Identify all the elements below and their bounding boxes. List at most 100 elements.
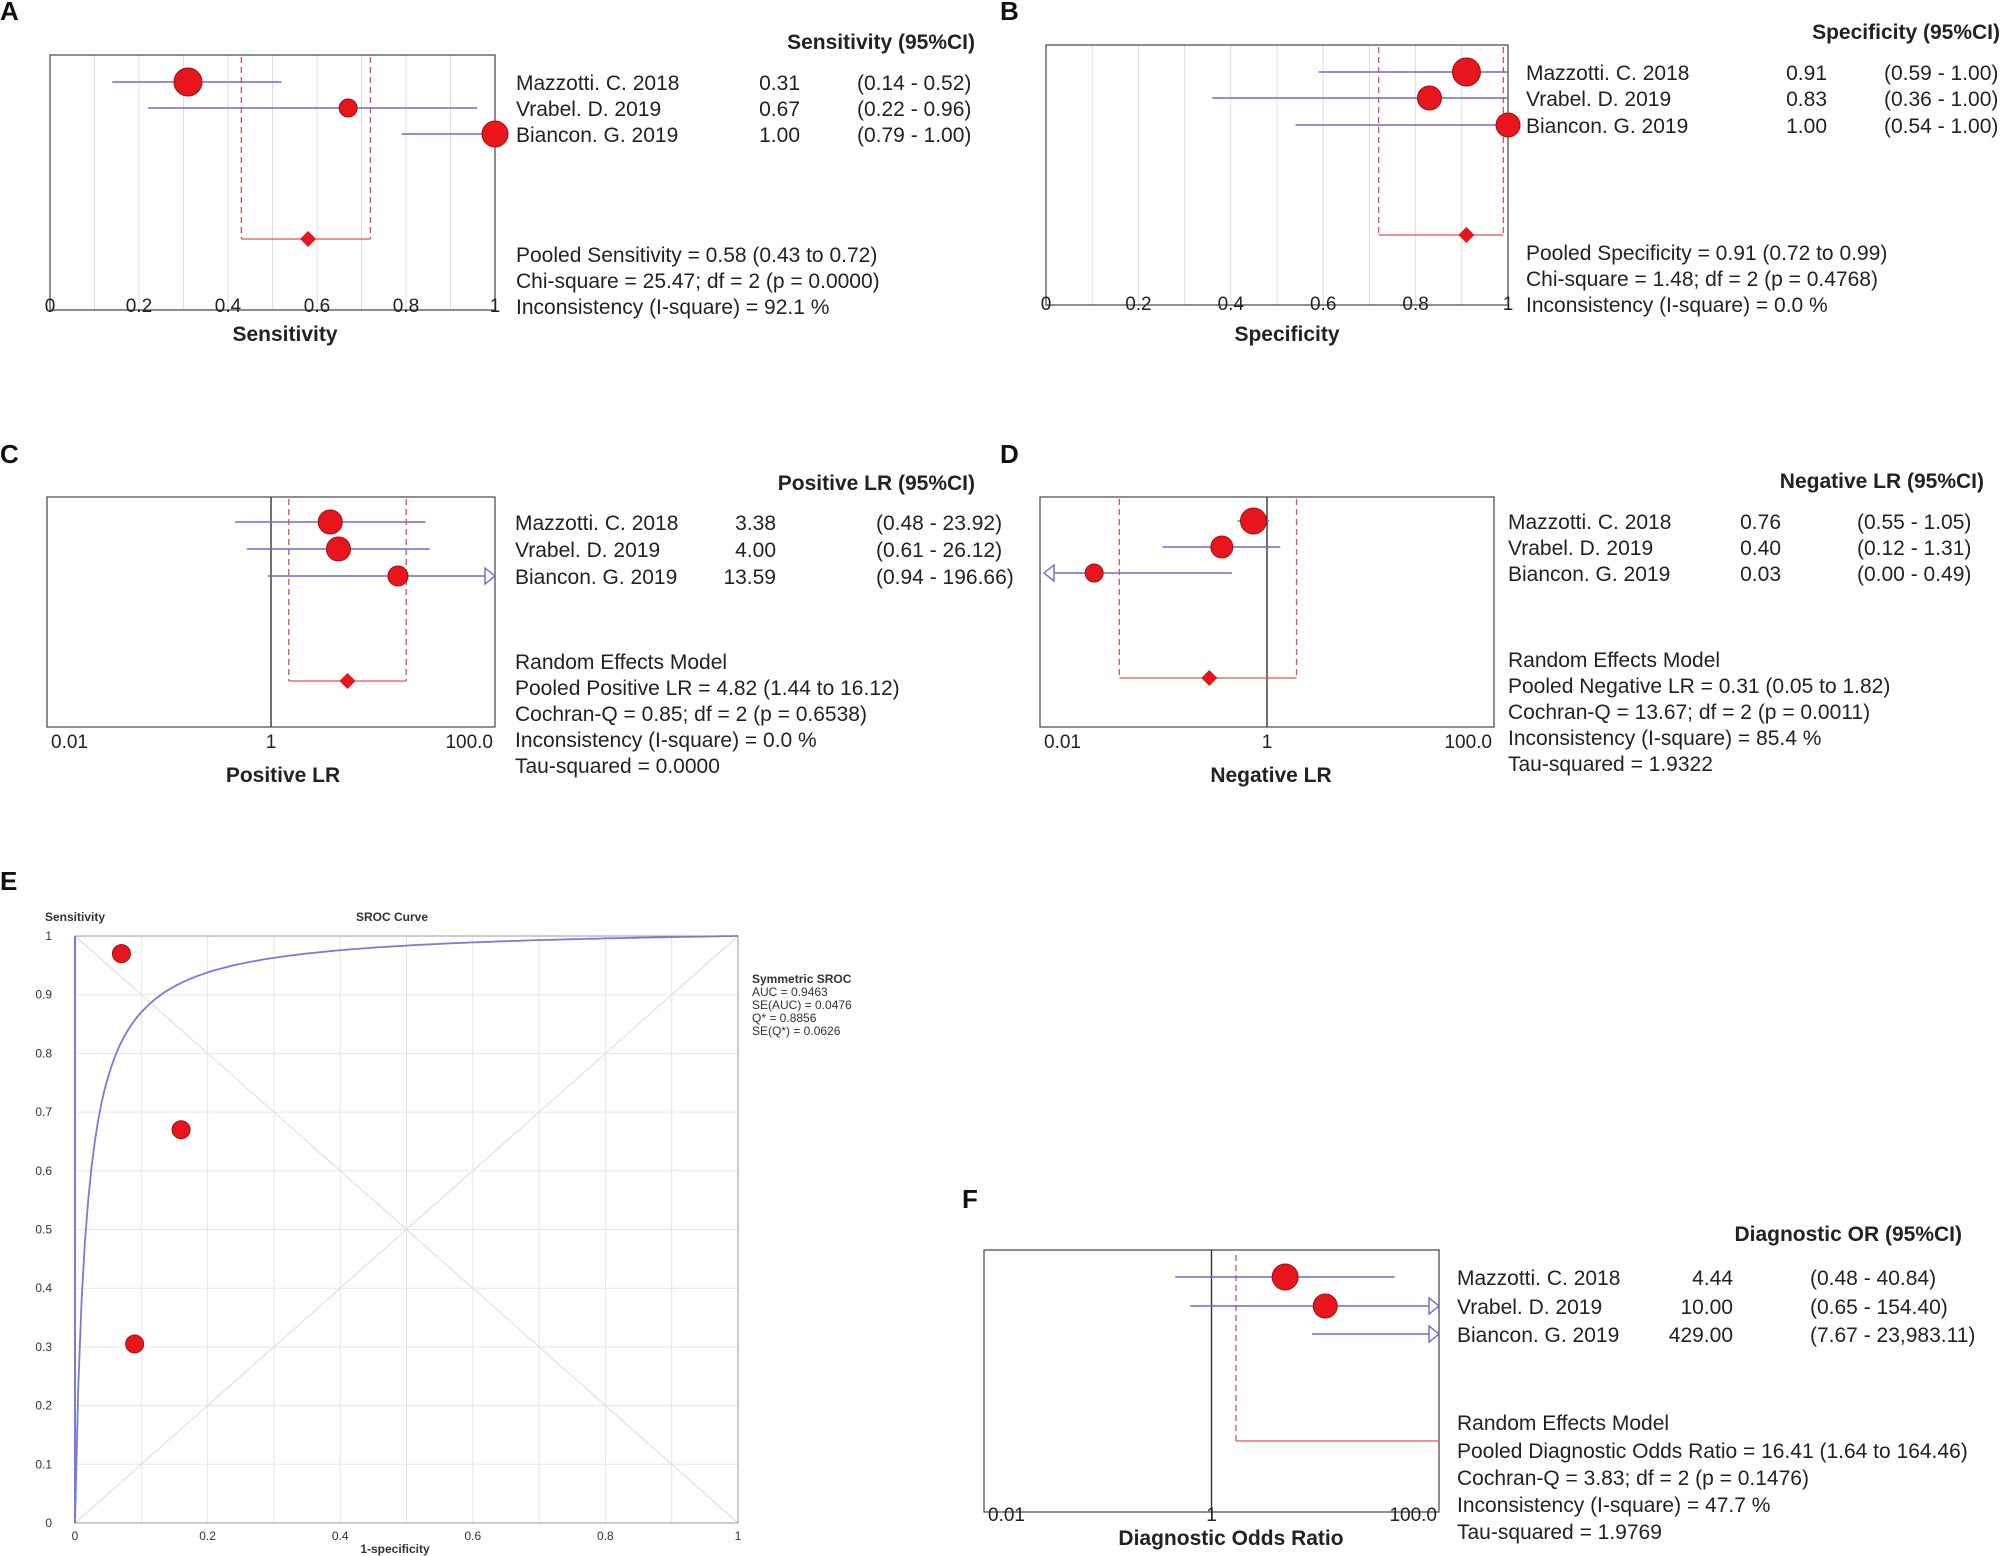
summary-line: Inconsistency (I-square) = 47.7 % — [1457, 1494, 1770, 1517]
forest-panel-c: C Mazzotti. C. 2018 3.38 (0.48 - 23.92) Vrab… — [0, 439, 1014, 787]
panel-letter: C — [0, 439, 19, 469]
study-name: Vrabel. D. 2019 — [515, 539, 660, 562]
summary-line: Pooled Negative LR = 0.31 (0.05 to 1.82) — [1508, 675, 1890, 698]
summary-line: Tau-squared = 1.9769 — [1457, 1521, 1662, 1544]
x-axis-label: 1-specificity — [360, 1542, 430, 1556]
x-tick-label: 1 — [1503, 294, 1514, 315]
forest-panel-a: A Mazzotti. C. 2018 0.31 (0.14 - 0.52) Vrabe… — [0, 0, 975, 346]
legend-line: SE(Q*) = 0.0626 — [752, 1024, 841, 1038]
study-ci: (0.61 - 26.12) — [876, 539, 1002, 562]
study-ci: (0.48 - 23.92) — [876, 512, 1002, 535]
x-tick-label: 1 — [266, 732, 277, 753]
x-tick-label: 0.6 — [1310, 294, 1336, 315]
study-estimate: 1.00 — [1786, 115, 1827, 138]
summary-line: Pooled Specificity = 0.91 (0.72 to 0.99) — [1526, 242, 1887, 265]
study-estimate: 0.40 — [1740, 537, 1781, 560]
study-point — [325, 536, 351, 562]
y-tick-label: 1 — [45, 929, 52, 943]
plot-frame — [49, 54, 496, 311]
x-axis-label: Specificity — [1234, 323, 1339, 346]
study-point — [1271, 1263, 1299, 1291]
pooled-diamond — [1201, 670, 1218, 686]
study-estimate: 4.44 — [1692, 1267, 1733, 1290]
x-tick-label: 0.4 — [1218, 294, 1245, 315]
column-header: Negative LR (95%CI) — [1780, 470, 1984, 493]
y-tick-label: 0.8 — [35, 1046, 52, 1060]
x-tick-label: 0.8 — [393, 296, 419, 317]
summary-line: Pooled Diagnostic Odds Ratio = 16.41 (1.… — [1457, 1440, 1968, 1463]
summary-line: Cochran-Q = 0.85; df = 2 (p = 0.6538) — [515, 703, 867, 726]
ci-arrow-right — [1428, 1324, 1441, 1344]
summary-line: Random Effects Model — [515, 651, 727, 674]
study-name: Mazzotti. C. 2018 — [1526, 62, 1689, 85]
study-ci: (0.22 - 0.96) — [857, 98, 971, 121]
x-tick-label: 1 — [1262, 732, 1273, 753]
study-point — [481, 120, 509, 148]
study-name: Biancon. G. 2019 — [1457, 1324, 1619, 1347]
study-ci: (0.55 - 1.05) — [1857, 511, 1971, 534]
study-name: Biancon. G. 2019 — [1508, 563, 1670, 586]
study-name: Mazzotti. C. 2018 — [516, 72, 679, 95]
column-header: Sensitivity (95%CI) — [787, 31, 975, 54]
study-point — [1416, 85, 1442, 111]
ci-arrow-right — [1428, 1296, 1441, 1316]
y-tick-label: 0.3 — [35, 1340, 52, 1354]
y-tick-label: 0.6 — [35, 1164, 52, 1178]
study-point — [1239, 507, 1267, 535]
study-name: Mazzotti. C. 2018 — [515, 512, 678, 535]
panel-letter: E — [0, 866, 17, 896]
forest-panel-d: D Mazzotti. C. 2018 0.76 (0.55 - 1.05) Vrabe… — [1000, 439, 1984, 787]
legend-title: Symmetric SROC — [752, 972, 852, 986]
study-estimate: 0.91 — [1786, 62, 1827, 85]
study-name: Biancon. G. 2019 — [515, 566, 677, 589]
x-tick-label: 0.8 — [597, 1529, 614, 1543]
x-tick-label: 0.01 — [988, 1505, 1025, 1526]
x-tick-label: 100.0 — [1444, 732, 1492, 753]
legend-line: Q* = 0.8856 — [752, 1011, 817, 1025]
x-tick-label: 0.01 — [51, 732, 88, 753]
column-header: Diagnostic OR (95%CI) — [1734, 1223, 1962, 1246]
y-tick-label: 0.9 — [35, 988, 52, 1002]
ci-arrow-right — [484, 566, 497, 586]
study-estimate: 13.59 — [723, 566, 776, 589]
summary-line: Random Effects Model — [1457, 1412, 1669, 1435]
study-estimate: 10.00 — [1680, 1296, 1733, 1319]
summary-line: Random Effects Model — [1508, 649, 1720, 672]
y-tick-label: 0.5 — [35, 1223, 52, 1237]
x-axis-label: Sensitivity — [232, 323, 337, 346]
study-estimate: 1.00 — [759, 124, 800, 147]
study-estimate: 0.67 — [759, 98, 800, 121]
y-tick-label: 0.1 — [35, 1457, 52, 1471]
study-point — [317, 509, 343, 535]
study-ci: (0.54 - 1.00) — [1884, 115, 1998, 138]
study-name: Vrabel. D. 2019 — [1526, 88, 1671, 111]
x-tick-label: 100.0 — [1389, 1505, 1437, 1526]
x-tick-label: 0.01 — [1044, 732, 1081, 753]
chart-title: SROC Curve — [356, 910, 428, 924]
study-point — [1210, 535, 1234, 559]
study-ci: (0.65 - 154.40) — [1810, 1296, 1948, 1319]
legend-line: AUC = 0.9463 — [752, 985, 828, 999]
study-point — [173, 67, 203, 97]
x-tick-label: 100.0 — [445, 732, 493, 753]
summary-line: Inconsistency (I-square) = 0.0 % — [515, 729, 817, 752]
summary-line: Cochran-Q = 3.83; df = 2 (p = 0.1476) — [1457, 1467, 1809, 1490]
y-tick-label: 0.7 — [35, 1105, 52, 1119]
study-estimate: 3.38 — [735, 512, 776, 535]
study-ci: (0.00 - 0.49) — [1857, 563, 1971, 586]
summary-line: Inconsistency (I-square) = 85.4 % — [1508, 727, 1821, 750]
study-point — [171, 1120, 191, 1140]
study-point — [1084, 563, 1104, 583]
study-ci: (0.36 - 1.00) — [1884, 88, 1998, 111]
study-name: Biancon. G. 2019 — [1526, 115, 1688, 138]
summary-line: Inconsistency (I-square) = 0.0 % — [1526, 294, 1828, 317]
study-estimate: 0.83 — [1786, 88, 1827, 111]
study-ci: (0.48 - 40.84) — [1810, 1267, 1936, 1290]
forest-panel-f: F Mazzotti. C. 2018 4.44 (0.48 - 40.84) Vrab… — [962, 1184, 1975, 1550]
study-estimate: 429.00 — [1669, 1324, 1733, 1347]
summary-line: Inconsistency (I-square) = 92.1 % — [516, 296, 829, 319]
study-name: Vrabel. D. 2019 — [1508, 537, 1653, 560]
study-estimate: 4.00 — [735, 539, 776, 562]
anti-diagonal-line — [74, 935, 739, 1524]
